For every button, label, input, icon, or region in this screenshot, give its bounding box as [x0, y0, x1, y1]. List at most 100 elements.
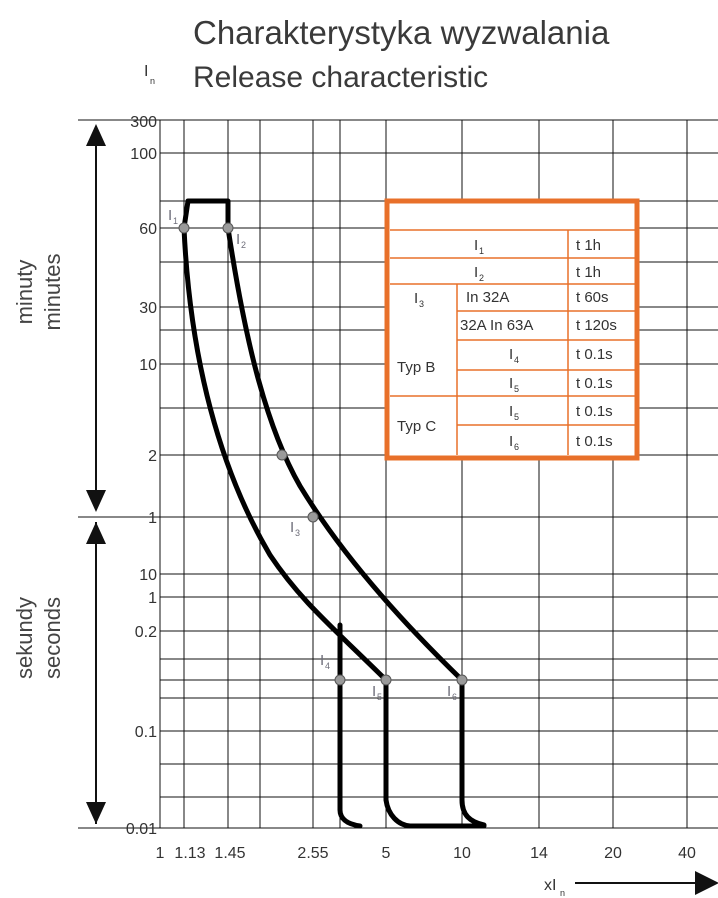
curve-series-top-cap	[181, 198, 231, 231]
svg-text:2: 2	[241, 240, 246, 250]
svg-text:t 0.1s: t 0.1s	[576, 375, 613, 392]
x-tick-label: 1	[156, 845, 165, 862]
curve-series-c-tail	[459, 677, 487, 828]
side-label-minutes-pl: minuty	[12, 260, 37, 325]
point-i4	[334, 674, 346, 686]
svg-text:In 32A: In 32A	[466, 289, 509, 306]
x-tick-labels: 1 1.13 1.45 2.55 5 10 14 20 40	[156, 845, 696, 862]
x-tick-label: 10	[453, 845, 471, 862]
y-tick-label: 300	[130, 114, 157, 131]
svg-text:Typ B: Typ B	[397, 359, 435, 376]
y-tick-label: 0.01	[126, 821, 157, 838]
svg-text:t 0.1s: t 0.1s	[576, 346, 613, 363]
curve-points	[178, 222, 468, 686]
svg-text:I: I	[509, 346, 513, 363]
x-tick-label: 5	[382, 845, 391, 862]
legend-row-i3-a: I 3 In 32A t 60s	[414, 289, 609, 309]
point-i5	[380, 674, 392, 686]
legend-row-typb-i4: Typ B I 4 t 0.1s	[397, 346, 613, 376]
point-i6	[456, 674, 468, 686]
y-tick-label: 0.1	[135, 724, 157, 741]
point-i3	[307, 511, 319, 523]
svg-text:5: 5	[377, 692, 382, 702]
svg-text:6: 6	[452, 692, 457, 702]
x-tick-label: 1.13	[174, 845, 205, 862]
y-tick-label: 1	[148, 590, 157, 607]
curve-series-lower	[181, 225, 389, 683]
y-axis-label: I n	[144, 63, 155, 86]
svg-text:1: 1	[173, 216, 178, 226]
legend-row-typc-i5: Typ C I 5 t 0.1s	[397, 403, 613, 435]
y-tick-label: 0.2	[135, 624, 157, 641]
side-label-seconds-pl: sekundy	[12, 597, 37, 679]
svg-text:n: n	[560, 888, 565, 898]
svg-text:32A In 63A: 32A In 63A	[460, 317, 533, 334]
point-i1	[178, 222, 190, 234]
x-tick-label: 14	[530, 845, 548, 862]
svg-text:5: 5	[514, 412, 519, 422]
svg-text:t 120s: t 120s	[576, 317, 617, 334]
svg-text:2: 2	[479, 273, 484, 283]
svg-text:I: I	[168, 207, 172, 224]
y-tick-label: 30	[139, 300, 157, 317]
side-label-minutes-en: minutes	[40, 253, 65, 330]
svg-text:4: 4	[514, 355, 519, 365]
x-tick-label: 1.45	[214, 845, 245, 862]
y-tick-labels: 300 100 60 30 10 2 1 10 1 0.2 0.1 0.01	[126, 114, 157, 838]
trip-curves	[181, 198, 487, 829]
side-label-seconds-en: seconds	[40, 597, 65, 679]
svg-text:I: I	[474, 264, 478, 281]
svg-text:t 1h: t 1h	[576, 237, 601, 254]
y-tick-label: 2	[148, 448, 157, 465]
svg-text:n: n	[150, 76, 155, 86]
chart-subtitle: Release characteristic	[193, 61, 488, 94]
point-i2	[222, 222, 234, 234]
svg-text:t 0.1s: t 0.1s	[576, 433, 613, 450]
x-tick-label: 2.55	[297, 845, 328, 862]
x-axis-label: xI n	[544, 877, 565, 898]
svg-text:5: 5	[514, 384, 519, 394]
svg-text:I: I	[144, 63, 148, 80]
svg-text:I: I	[474, 237, 478, 254]
curve-series-i4-tail	[337, 622, 363, 829]
svg-text:3: 3	[419, 299, 424, 309]
svg-text:t 60s: t 60s	[576, 289, 609, 306]
seconds-range-arrow-icon	[86, 522, 106, 824]
svg-text:3: 3	[295, 528, 300, 538]
y-tick-label: 10	[139, 567, 157, 584]
svg-text:I: I	[447, 683, 451, 700]
svg-text:I: I	[414, 290, 418, 307]
legend-row-i3-b: 32A In 63A t 120s	[460, 317, 617, 334]
svg-text:I: I	[290, 519, 294, 536]
svg-text:I: I	[372, 683, 376, 700]
svg-text:Typ C: Typ C	[397, 418, 436, 435]
svg-text:1: 1	[479, 246, 484, 256]
chart-title: Charakterystyka wyzwalania	[193, 14, 610, 51]
svg-text:I: I	[509, 403, 513, 420]
svg-text:t 1h: t 1h	[576, 264, 601, 281]
svg-text:xI: xI	[544, 877, 556, 894]
svg-text:4: 4	[325, 661, 330, 671]
y-tick-label: 100	[130, 146, 157, 163]
minutes-range-arrow-icon	[86, 124, 106, 512]
svg-text:I: I	[320, 652, 324, 669]
curve-series-b-tail	[383, 677, 487, 829]
svg-text:I: I	[509, 433, 513, 450]
y-tick-label: 60	[139, 221, 157, 238]
x-tick-label: 40	[678, 845, 696, 862]
y-tick-label: 10	[139, 357, 157, 374]
svg-text:6: 6	[514, 442, 519, 452]
curve-series-upper	[225, 225, 465, 683]
x-tick-label: 20	[604, 845, 622, 862]
